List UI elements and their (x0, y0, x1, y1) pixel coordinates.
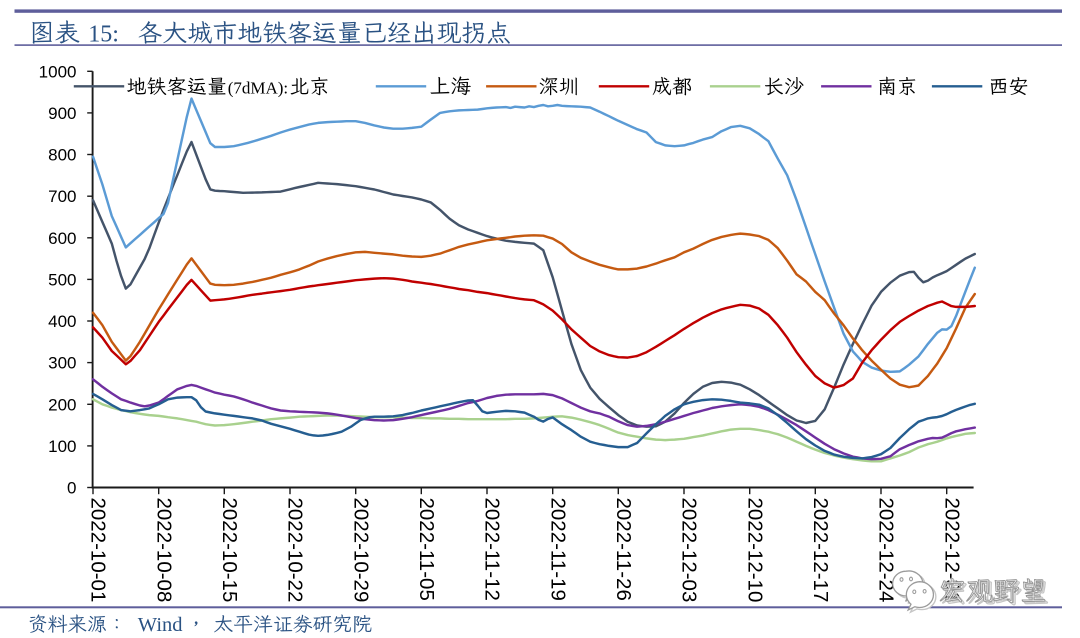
svg-text:2022-12-03: 2022-12-03 (678, 498, 701, 603)
svg-text:300: 300 (48, 354, 76, 373)
svg-text:700: 700 (48, 187, 76, 206)
svg-text:900: 900 (48, 104, 76, 123)
svg-text:15:: 15: (88, 21, 119, 47)
svg-text:800: 800 (48, 146, 76, 165)
svg-text:2022-11-12: 2022-11-12 (481, 498, 504, 601)
svg-text:2022-11-26: 2022-11-26 (612, 498, 635, 601)
svg-text:2022-10-22: 2022-10-22 (284, 498, 307, 603)
svg-text:(7dMA):: (7dMA): (228, 78, 288, 97)
svg-text:0: 0 (67, 479, 76, 498)
svg-text:100: 100 (48, 437, 76, 456)
svg-text:1000: 1000 (39, 62, 77, 81)
svg-text:400: 400 (48, 312, 76, 331)
svg-text:2022-12-24: 2022-12-24 (875, 498, 898, 603)
svg-text:2022-11-05: 2022-11-05 (415, 498, 438, 601)
svg-text:2022-12-10: 2022-12-10 (743, 498, 766, 603)
svg-text:600: 600 (48, 229, 76, 248)
svg-text:2022-10-01: 2022-10-01 (87, 498, 110, 603)
svg-text:2022-11-19: 2022-11-19 (546, 498, 569, 601)
svg-text:500: 500 (48, 270, 76, 289)
svg-text:2022-10-08: 2022-10-08 (152, 498, 175, 603)
svg-text:2022-10-29: 2022-10-29 (349, 498, 372, 603)
svg-text:2022-12-17: 2022-12-17 (809, 498, 832, 603)
svg-text:200: 200 (48, 395, 76, 414)
svg-text:Wind: Wind (138, 614, 183, 636)
svg-text:2022-12-31: 2022-12-31 (940, 498, 963, 603)
svg-text:2022-10-15: 2022-10-15 (218, 498, 241, 603)
